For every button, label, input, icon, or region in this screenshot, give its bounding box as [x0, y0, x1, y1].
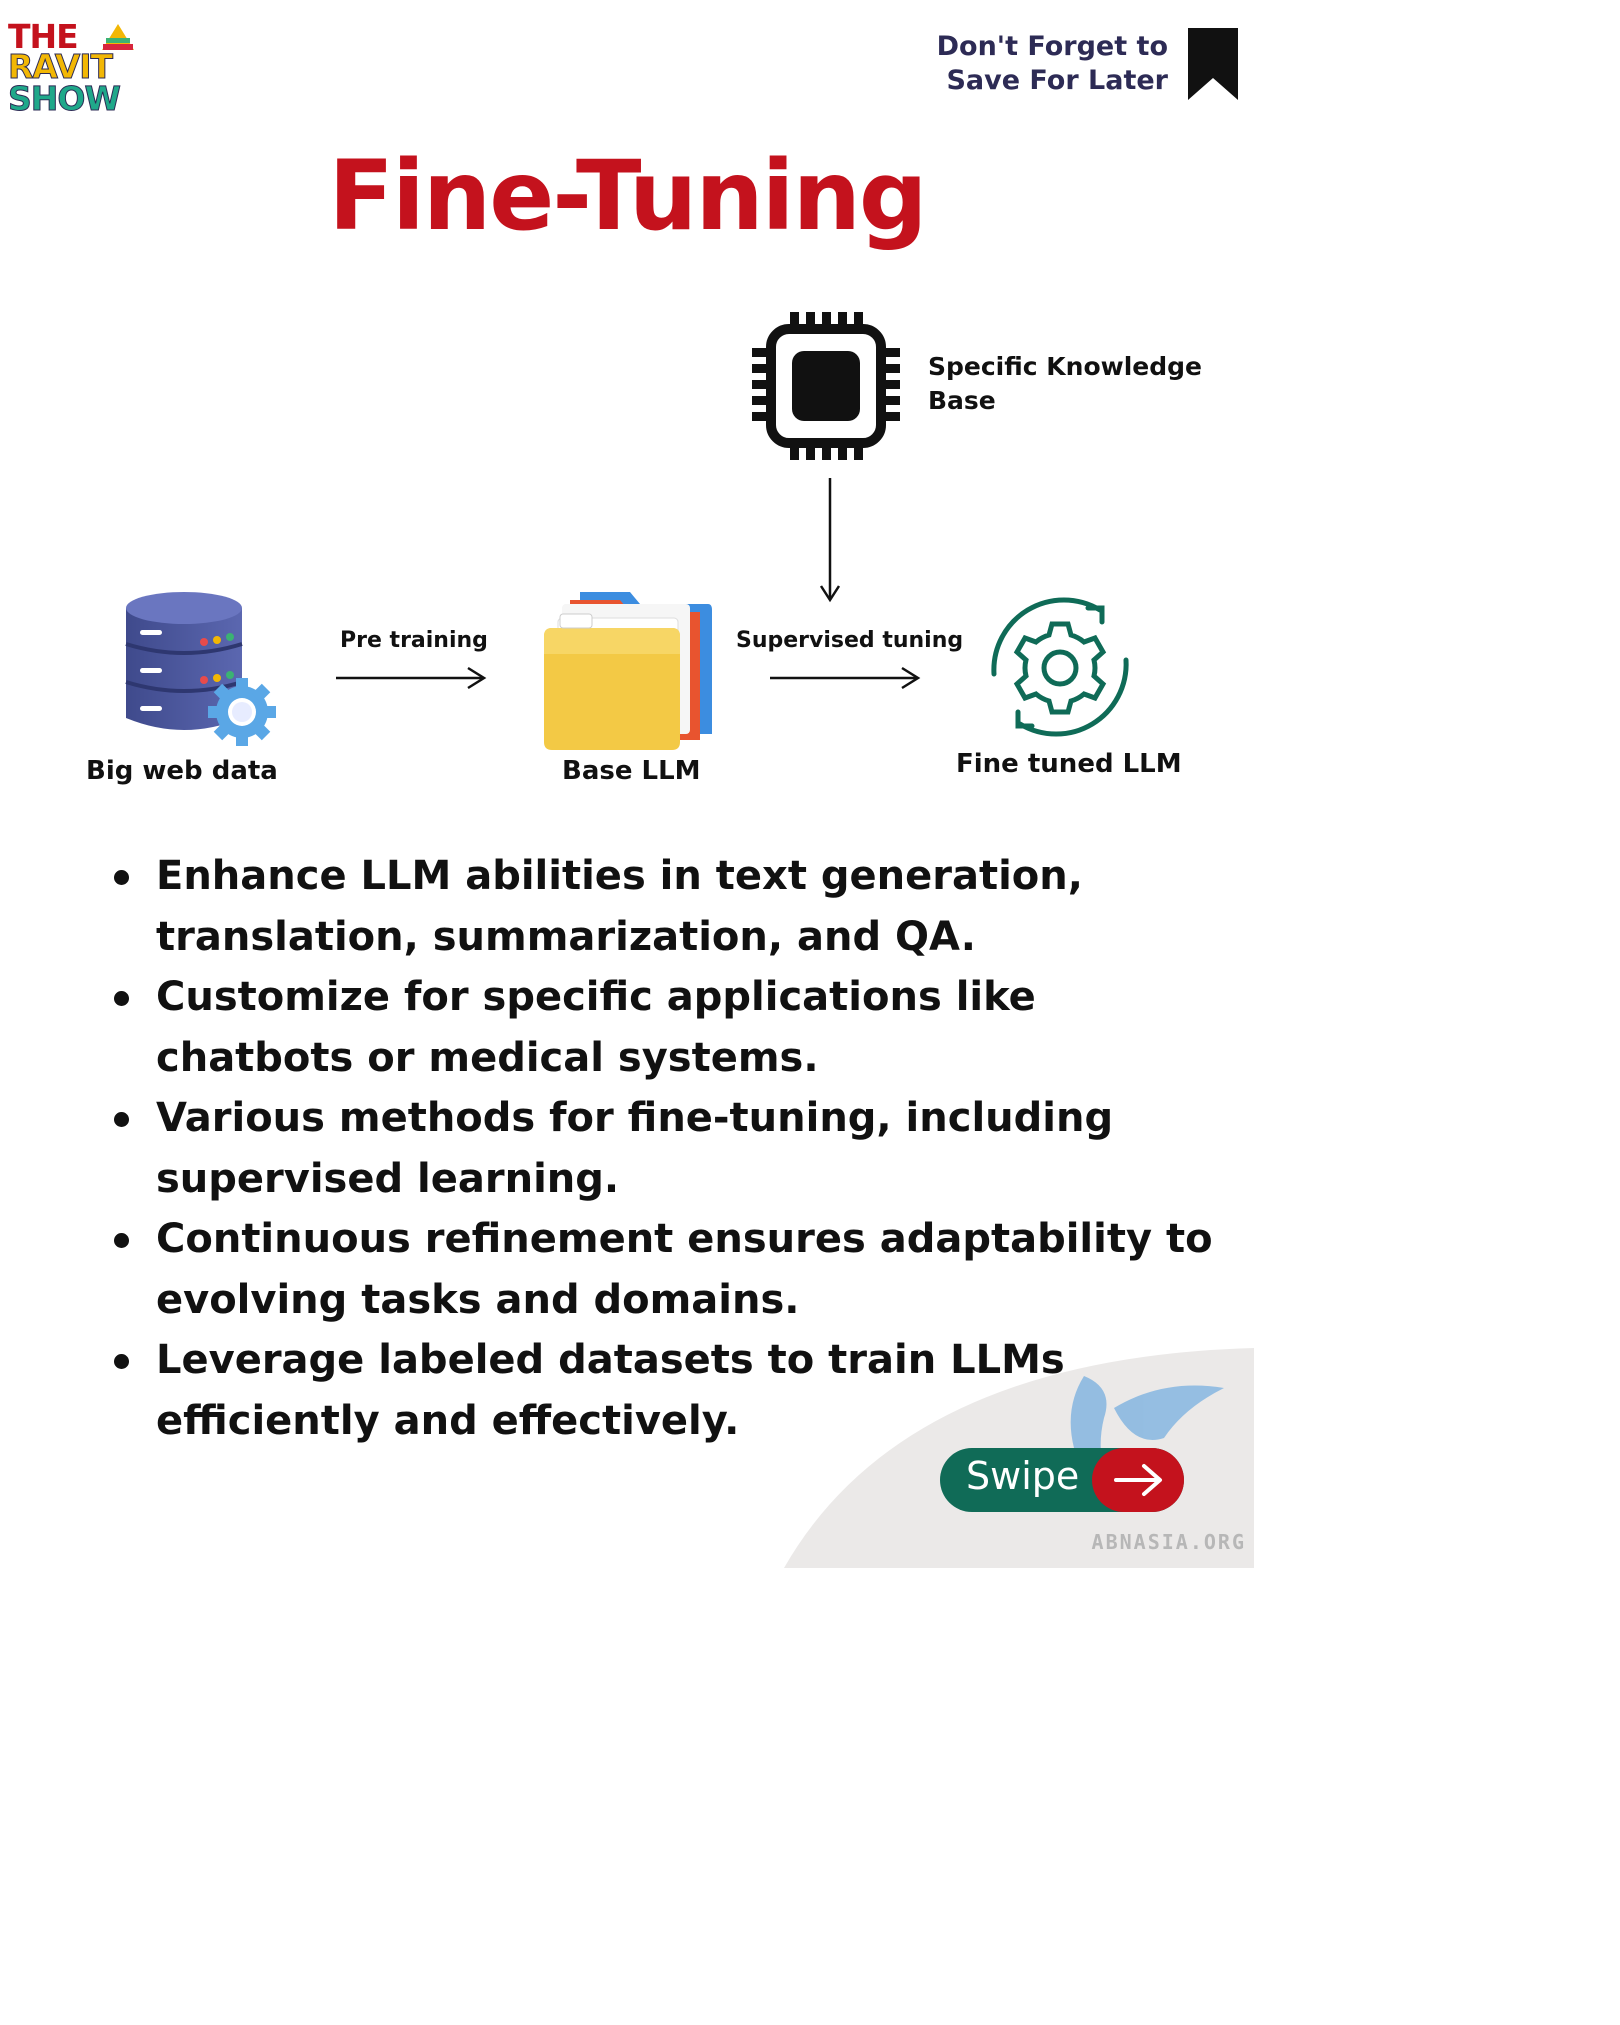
swipe-arrow-container [1092, 1448, 1184, 1512]
logo-line-1: THE [8, 17, 79, 56]
logo-line-2: RAVIT [7, 47, 113, 86]
arrow-down-connector [819, 478, 841, 603]
watermark: ABNASIA.ORG [1091, 1530, 1246, 1554]
list-item: Enhance LLM abilities in text generation… [110, 846, 1230, 967]
database-gear-icon [125, 592, 276, 746]
logo-line-3: SHOW [8, 79, 122, 118]
list-item: Leverage labeled datasets to train LLMs e… [110, 1330, 1230, 1451]
knowledge-label: Specific Knowledge Base [928, 352, 1203, 415]
list-item: Various methods for fine-tuning, includi… [110, 1088, 1230, 1209]
list-item: Continuous refinement ensures adaptabili… [110, 1209, 1230, 1330]
list-item: Customize for specific applications like… [110, 967, 1230, 1088]
edge-label-supervised: Supervised tuning [736, 628, 964, 653]
arrow-right-icon [1114, 1464, 1162, 1496]
bullet-list: Enhance LLM abilities in text generation… [110, 846, 1230, 1451]
logo-triangle-icon [102, 24, 134, 50]
folder-icon [544, 592, 712, 750]
arrow-right-connector-2 [770, 666, 921, 690]
bookmark-icon[interactable] [1186, 26, 1240, 102]
base-label: Base LLM [562, 756, 701, 786]
arrow-right-connector-1 [336, 666, 487, 690]
swipe-button[interactable]: Swipe [940, 1448, 1184, 1512]
edge-label-pretraining: Pre training [340, 628, 488, 653]
swipe-label: Swipe [966, 1454, 1080, 1498]
save-prompt: Don't Forget to Save For Later [937, 30, 1168, 98]
logo: THE RAVIT SHOW [7, 17, 148, 120]
chip-icon [752, 312, 900, 460]
result-label: Fine tuned LLM [956, 749, 1182, 779]
page-title: Fine-Tuning [328, 140, 927, 252]
save-prompt-line-2: Save For Later [946, 65, 1168, 96]
gear-refresh-icon [991, 597, 1129, 737]
save-prompt-line-1: Don't Forget to [936, 31, 1168, 62]
source-label: Big web data [86, 756, 278, 786]
